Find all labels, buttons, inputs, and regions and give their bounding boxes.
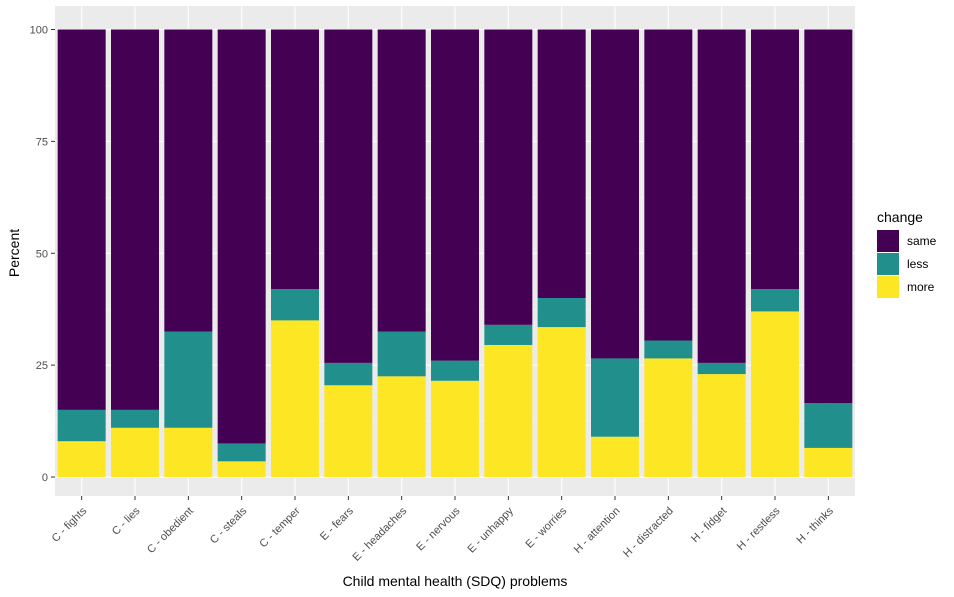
x-tick-label: H - attention [572, 505, 623, 556]
bar-more [271, 320, 319, 477]
y-tick-label: 50 [36, 248, 48, 260]
y-tick-label: 0 [42, 472, 48, 484]
bar-more [644, 358, 693, 477]
y-tick-label: 75 [36, 136, 48, 148]
x-tick-label: H - distracted [621, 505, 676, 560]
x-tick-label: E - nervous [414, 505, 463, 554]
bar-more [591, 436, 639, 477]
bar-more [324, 385, 373, 477]
bar-less [431, 360, 479, 381]
bar-less [751, 289, 799, 312]
legend-key-same [877, 230, 899, 252]
x-axis-title: Child mental health (SDQ) problems [343, 573, 568, 589]
bar-same [111, 29, 159, 410]
bar-same [57, 29, 106, 410]
x-tick-label: C - fights [50, 505, 90, 545]
x-tick-label: C - obedient [145, 505, 196, 556]
bar-same [804, 29, 853, 404]
legend: change same less more [877, 209, 937, 298]
bar-more [751, 311, 799, 477]
bar-less [111, 409, 159, 428]
bar-less [271, 289, 319, 321]
legend-label-same: same [907, 234, 937, 248]
bar-less [644, 340, 693, 359]
x-tick-label: C - temper [257, 505, 302, 550]
x-tick-label: C - lies [110, 505, 143, 538]
bar-same [377, 29, 426, 332]
x-tick-label: C - steals [208, 505, 250, 547]
bar-same [697, 29, 746, 363]
bar-more [164, 427, 213, 477]
bar-less [697, 362, 746, 375]
legend-key-less [877, 253, 899, 275]
bar-more [484, 344, 533, 477]
y-tick-label: 100 [30, 25, 48, 37]
bar-same [751, 29, 799, 290]
bar-less [484, 324, 533, 345]
y-tick-label: 25 [36, 360, 48, 372]
y-axis-title: Percent [6, 229, 22, 277]
legend-label-more: more [907, 280, 935, 294]
bar-same [217, 29, 266, 444]
bar-more [697, 374, 746, 477]
bar-less [537, 298, 586, 328]
bars [57, 29, 853, 477]
bar-less [804, 403, 853, 448]
x-tick-label: H - thinks [795, 505, 837, 547]
bar-more [57, 441, 106, 477]
bar-same [591, 29, 639, 359]
bar-less [377, 331, 426, 377]
bar-same [431, 29, 479, 361]
bar-same [164, 29, 213, 332]
legend-label-less: less [907, 257, 928, 271]
y-axis: 0 25 50 75 100 [30, 25, 55, 484]
legend-key-more [877, 276, 899, 298]
legend-title: change [877, 209, 923, 225]
bar-same [324, 29, 373, 363]
x-tick-label: H - fidget [689, 505, 729, 545]
x-tick-label: H - restless [735, 505, 783, 553]
bar-less [164, 331, 213, 428]
bar-more [377, 376, 426, 477]
x-tick-label: E - headaches [351, 505, 410, 564]
bar-less [57, 409, 106, 442]
bar-same [537, 29, 586, 298]
bar-more [431, 380, 479, 477]
x-tick-label: E - unhappy [465, 505, 516, 556]
bar-less [324, 362, 373, 386]
bar-same [271, 29, 319, 290]
x-tick-label: E - fears [318, 505, 356, 543]
bar-less [591, 358, 639, 437]
x-axis: C - fights C - lies C - obedient C - steals… [50, 496, 837, 564]
bar-more [537, 327, 586, 477]
bar-more [217, 461, 266, 477]
bar-same [484, 29, 533, 325]
bar-less [217, 443, 266, 462]
x-tick-label: E - worries [524, 505, 570, 551]
bar-more [804, 447, 853, 477]
bar-same [644, 29, 693, 341]
bar-more [111, 427, 159, 477]
